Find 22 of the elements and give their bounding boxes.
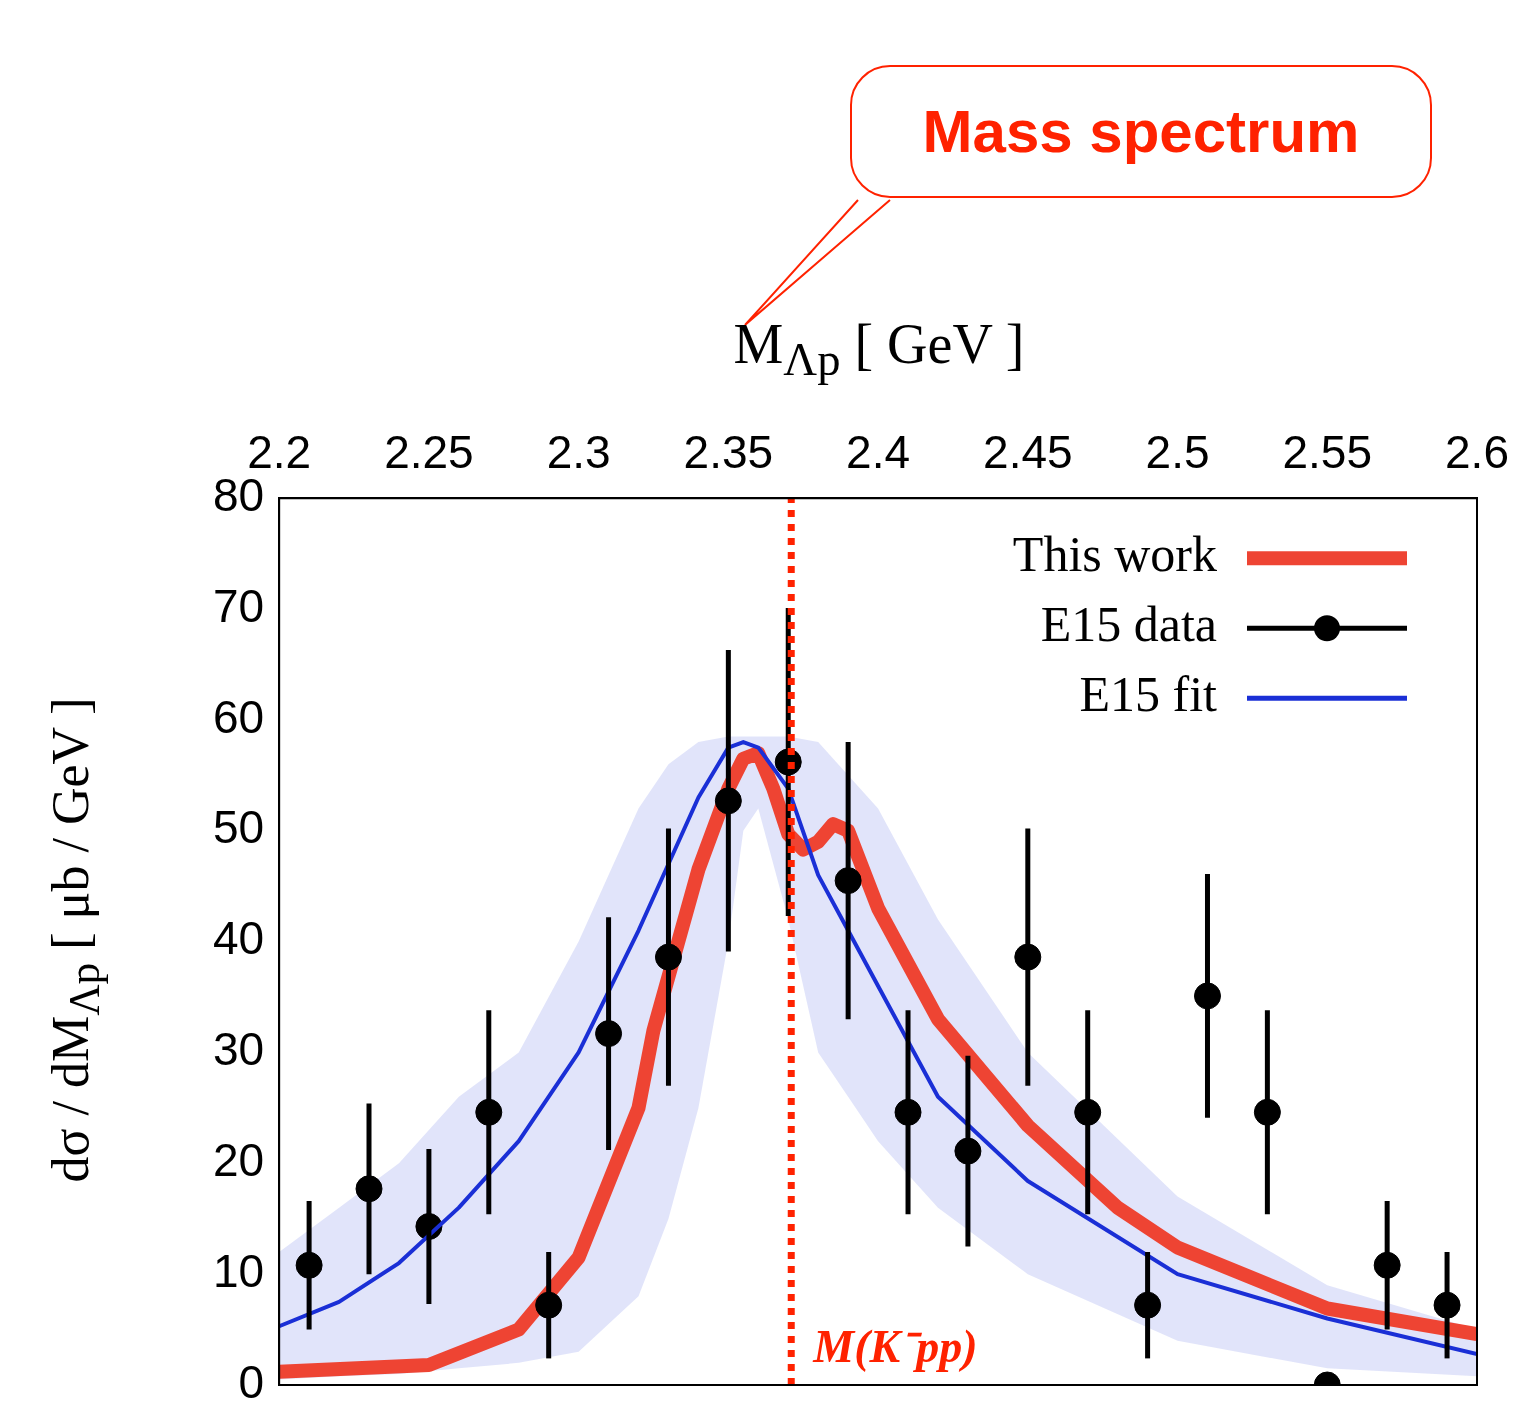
y-tick-label: 30 xyxy=(212,1023,265,1076)
legend-label: This work xyxy=(1012,526,1217,583)
x-tick-label: 2.6 xyxy=(1445,426,1509,479)
y-tick-label: 10 xyxy=(212,1244,265,1297)
x-tick-label: 2.3 xyxy=(546,426,611,479)
legend-label: E15 fit xyxy=(1079,666,1218,723)
x-tick-label: 2.55 xyxy=(1282,426,1373,479)
ref-line-label: M(K⁻pp) xyxy=(812,1320,978,1372)
y-tick-label: 20 xyxy=(212,1133,265,1186)
legend-label: E15 data xyxy=(1040,596,1217,653)
x-tick-label: 2.25 xyxy=(384,426,474,479)
x-tick-label: 2.4 xyxy=(846,426,911,479)
x-tick-label: 2.45 xyxy=(983,426,1073,479)
y-tick-label: 40 xyxy=(212,912,265,965)
x-axis-title: M$_{Λp}$ [ GeV ] xyxy=(732,312,1026,387)
y-tick-label: 70 xyxy=(212,579,265,632)
y-tick-label: 50 xyxy=(212,801,265,854)
y-tick-label: 0 xyxy=(238,1355,265,1408)
y-tick-label: 60 xyxy=(212,690,265,743)
x-tick-label: 2.35 xyxy=(683,426,774,479)
text: Mass spectrum xyxy=(850,65,1432,198)
x-tick-label: 2.5 xyxy=(1145,426,1210,479)
